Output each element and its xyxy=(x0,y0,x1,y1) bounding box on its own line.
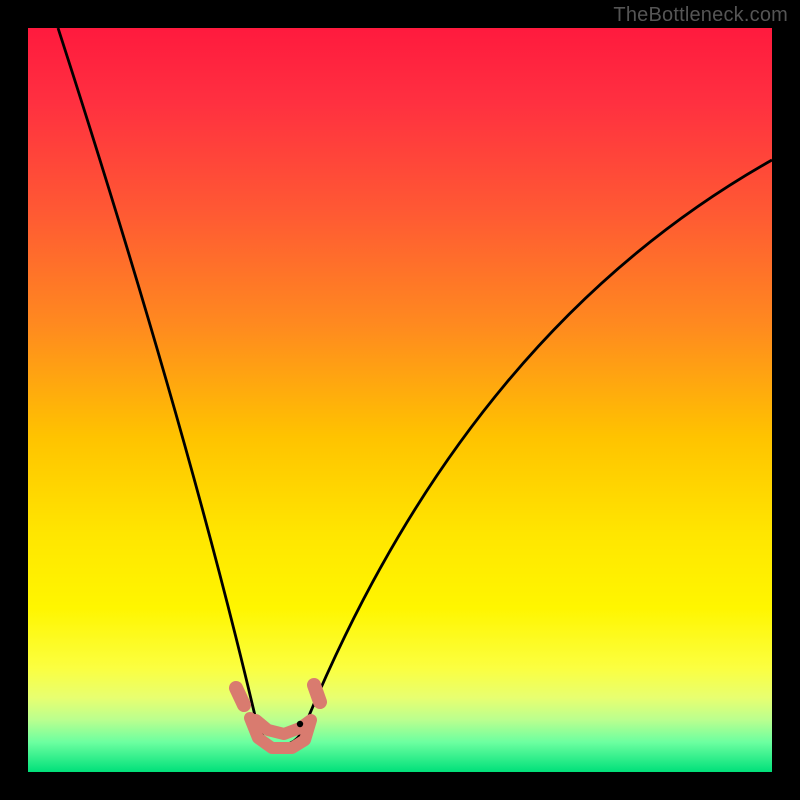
chart-stage: TheBottleneck.com xyxy=(0,0,800,800)
vertex-dot xyxy=(297,721,303,727)
watermark-text: TheBottleneck.com xyxy=(613,4,788,27)
plot-area xyxy=(28,28,772,772)
curve-marker xyxy=(314,685,320,702)
curve-marker xyxy=(236,688,244,705)
chart-svg xyxy=(0,0,800,800)
